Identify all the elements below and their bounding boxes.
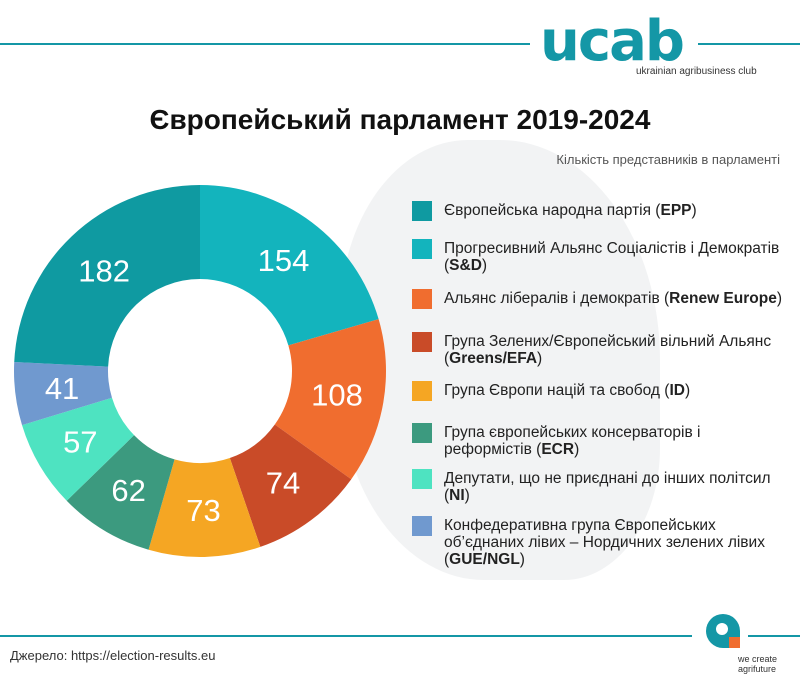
- slice-renew-europe: [274, 319, 386, 480]
- page-title: Європейський парламент 2019-2024: [149, 104, 651, 135]
- legend-item: Прогресивний Альянс Соціалістів і Демокр…: [412, 239, 782, 274]
- slogan-line1: we create: [738, 654, 778, 664]
- slice-value-label: 154: [258, 243, 310, 278]
- slice-greens-efa: [229, 424, 352, 547]
- divider-bottom-left: [0, 635, 692, 637]
- slice-ecr: [66, 435, 175, 550]
- source-text: Джерело: https://election-results.eu: [10, 648, 216, 663]
- legend-item: Група Європи націй та свобод (ID): [412, 381, 782, 401]
- legend-label: Конфедеративна група Європейських об’єдн…: [444, 517, 765, 568]
- slice-value-label: 41: [45, 371, 79, 406]
- legend-item: Група європейських консерваторів і рефор…: [412, 423, 782, 458]
- slice-id: [148, 458, 261, 557]
- legend-label: Депутати, що не приєднані до інших політ…: [444, 470, 771, 504]
- legend-swatch: [412, 201, 432, 221]
- legend-label: Група Зелених/Європейський вільний Альян…: [444, 333, 772, 367]
- slice-gue-ngl: [14, 362, 112, 426]
- slogan: we create agrifuture: [738, 654, 777, 674]
- legend-item: Альянс лібералів і демократів (Renew Eur…: [412, 289, 783, 309]
- slice-value-label: 182: [78, 253, 130, 288]
- legend-label: Альянс лібералів і демократів (Renew Eur…: [444, 290, 783, 307]
- legend-swatch: [412, 239, 432, 259]
- divider-top-left: [0, 43, 530, 45]
- legend-item: Конфедеративна група Європейських об’єдн…: [412, 516, 782, 568]
- divider-top-right: [698, 43, 800, 45]
- slice-value-label: 57: [63, 425, 97, 460]
- legend-label: Група Європи націй та свобод (ID): [444, 382, 691, 399]
- legend-swatch: [412, 381, 432, 401]
- legend-swatch: [412, 289, 432, 309]
- slice-value-label: 108: [311, 377, 363, 412]
- legend-item: Європейська народна партія (EPP): [412, 201, 782, 221]
- legend-item: Група Зелених/Європейський вільний Альян…: [412, 332, 782, 367]
- legend-swatch: [412, 516, 432, 536]
- ucab-logo: ucab: [540, 9, 685, 74]
- a-logo-icon: [706, 614, 740, 648]
- slice-ni: [22, 397, 135, 501]
- legend-item: Депутати, що не приєднані до інших політ…: [412, 469, 782, 504]
- legend-label: Прогресивний Альянс Соціалістів і Демокр…: [444, 240, 780, 274]
- chart-subtitle: Кількість представників в парламенті: [556, 152, 780, 167]
- legend-label: Група європейських консерваторів і рефор…: [444, 424, 701, 458]
- legend-swatch: [412, 423, 432, 443]
- slice-value-label: 74: [266, 465, 300, 500]
- donut-chart: 154 108 74 73 62 57 41 182: [14, 185, 386, 557]
- slice-value-label: 73: [186, 493, 220, 528]
- logo-tagline: ukrainian agribusiness club: [636, 66, 757, 77]
- legend-swatch: [412, 469, 432, 489]
- legend-label: Європейська народна партія (EPP): [444, 202, 697, 219]
- slice-s-d: [200, 185, 379, 346]
- divider-bottom-right: [748, 635, 800, 637]
- legend-swatch: [412, 332, 432, 352]
- europe-map-background: [340, 140, 660, 580]
- slice-value-label: 62: [111, 473, 145, 508]
- slogan-line2: agrifuture: [738, 664, 777, 674]
- slice-epp: [14, 185, 201, 367]
